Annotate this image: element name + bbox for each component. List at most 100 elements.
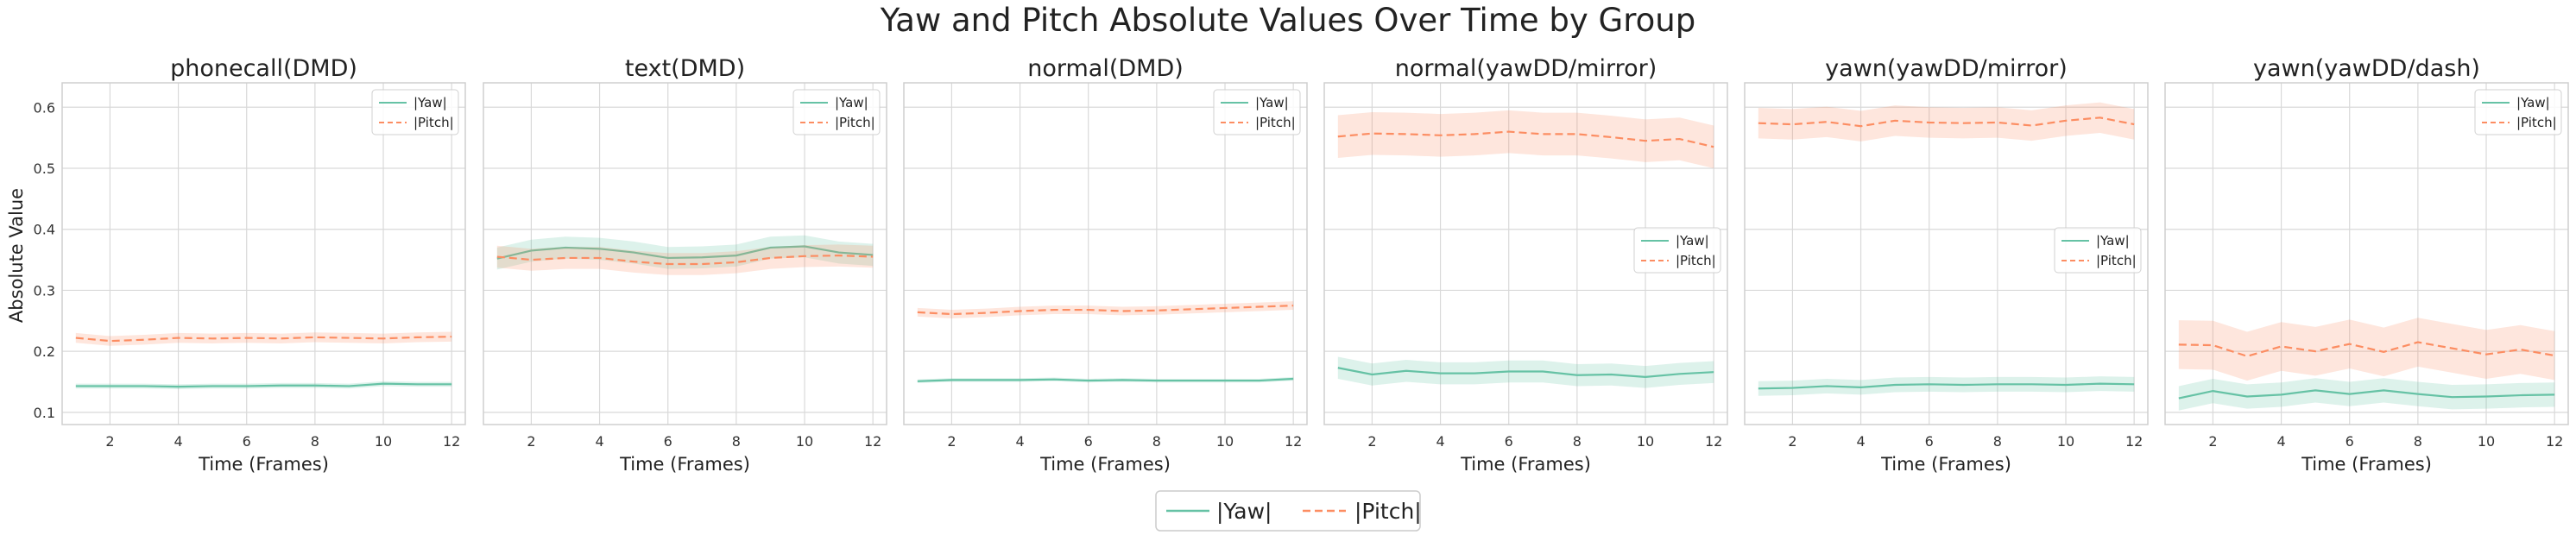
x-tick-label: 10	[796, 433, 813, 450]
panel-legend-frame	[2474, 89, 2562, 135]
panel-title: text(DMD)	[625, 55, 745, 82]
y-tick-label: 0.3	[34, 282, 55, 299]
panel-legend: |Yaw| |Pitch|	[2054, 227, 2142, 274]
series-line-pitch	[1758, 116, 2135, 128]
y-axis-label: Absolute Value	[6, 188, 27, 323]
x-tick-label: 4	[595, 433, 603, 450]
x-tick-label: 2	[1367, 433, 1376, 450]
panel-title: normal(DMD)	[1027, 55, 1184, 82]
x-tick-label: 8	[1573, 433, 1582, 450]
series-line-pitch	[75, 336, 452, 343]
x-tick-label: 2	[105, 433, 114, 450]
chart-title: Yaw and Pitch Absolute Values Over Time …	[880, 2, 1695, 39]
x-axis-label: Time (Frames)	[1880, 454, 2011, 475]
panel-legend-pitch-label: |Pitch|	[2516, 115, 2557, 130]
panel-legend: |Yaw| |Pitch|	[2474, 89, 2562, 135]
x-tick-label: 12	[2546, 433, 2563, 450]
panel-legend-pitch-label: |Pitch|	[835, 115, 875, 130]
x-tick-label: 4	[1856, 433, 1865, 450]
panel-legend-frame	[2054, 227, 2142, 274]
x-tick-label: 4	[174, 433, 182, 450]
confidence-band	[496, 244, 874, 275]
panel-legend-frame	[371, 89, 459, 135]
panel-6: yawn(yawDD/dash) 2 4 6 8 10 12 Time (Frames) |Ya…	[2164, 55, 2569, 475]
panel-legend-yaw-label: |Yaw|	[1255, 95, 1289, 110]
y-tick-label: 0.2	[34, 343, 55, 360]
x-tick-label: 2	[2208, 433, 2217, 450]
confidence-band	[1758, 376, 2135, 396]
panel-frame	[483, 82, 887, 425]
panel-legend: |Yaw| |Pitch|	[1633, 227, 1721, 274]
x-tick-label: 2	[527, 433, 535, 450]
x-tick-label: 10	[375, 433, 392, 450]
panel-title: yawn(yawDD/mirror)	[1825, 55, 2068, 82]
figure-legend-pitch-label: |Pitch|	[1354, 499, 1422, 524]
x-tick-label: 4	[2276, 433, 2285, 450]
panel-2: text(DMD) 2 4 6 8 10 12 Time (Frames) |Yaw| |Pitc…	[483, 55, 887, 475]
panel-3: normal(DMD) 2 4 6 8 10 12 Time (Frames) |Yaw| |Pi…	[903, 55, 1308, 475]
x-tick-label: 6	[243, 433, 251, 450]
x-tick-label: 4	[1436, 433, 1444, 450]
y-tick-label: 0.4	[34, 222, 55, 238]
panel-legend: |Yaw| |Pitch|	[1213, 89, 1301, 135]
series-line-yaw	[75, 382, 452, 388]
panel-legend-frame	[792, 89, 881, 135]
x-tick-label: 6	[2346, 433, 2354, 450]
panel-5: yawn(yawDD/mirror) 2 4 6 8 10 12 Time (Frames) |…	[1744, 55, 2149, 475]
series-line-yaw	[917, 377, 1294, 382]
panel-legend-frame	[1213, 89, 1301, 135]
series-line-pitch	[1337, 130, 1714, 148]
confidence-band	[2178, 318, 2555, 381]
x-tick-label: 8	[1152, 433, 1161, 450]
x-tick-label: 12	[2125, 433, 2143, 450]
panel-legend-yaw-label: |Yaw|	[2096, 233, 2130, 249]
series-line-yaw	[1337, 367, 1714, 378]
series-line-pitch	[2178, 341, 2555, 357]
panel-legend-pitch-label: |Pitch|	[414, 115, 454, 130]
panel-1: phonecall(DMD) 2 4 6 8 10 12 0.1 0.2 0.3 0.4 0.5 0.6…	[34, 55, 466, 475]
x-tick-label: 8	[1993, 433, 2002, 450]
x-axis-label: Time (Frames)	[2301, 454, 2432, 475]
panel-title: yawn(yawDD/dash)	[2253, 55, 2480, 82]
x-tick-label: 10	[2478, 433, 2495, 450]
x-tick-label: 12	[443, 433, 460, 450]
confidence-band	[2178, 378, 2555, 411]
panel-legend-frame	[1633, 227, 1721, 274]
panel-legend-yaw-label: |Yaw|	[835, 95, 868, 110]
x-tick-label: 8	[311, 433, 319, 450]
x-tick-label: 6	[1084, 433, 1093, 450]
confidence-band	[496, 235, 874, 270]
x-axis-label: Time (Frames)	[1039, 454, 1171, 475]
x-tick-label: 2	[1788, 433, 1796, 450]
panel-legend-pitch-label: |Pitch|	[1255, 115, 1296, 130]
x-tick-label: 6	[1505, 433, 1513, 450]
series-line-yaw	[1758, 382, 2135, 390]
x-tick-label: 4	[1015, 433, 1024, 450]
x-axis-label: Time (Frames)	[619, 454, 750, 475]
panel-legend: |Yaw| |Pitch|	[371, 89, 459, 135]
series-line-yaw	[2178, 389, 2555, 400]
panel-legend-yaw-label: |Yaw|	[1676, 233, 1709, 249]
panel-legend: |Yaw| |Pitch|	[792, 89, 881, 135]
panel-frame	[61, 82, 466, 425]
series-line-pitch	[496, 255, 874, 266]
x-tick-label: 2	[947, 433, 956, 450]
panel-legend-pitch-label: |Pitch|	[2096, 253, 2137, 268]
x-axis-label: Time (Frames)	[1460, 454, 1591, 475]
x-axis-label: Time (Frames)	[198, 454, 329, 475]
panel-frame	[1323, 82, 1728, 425]
figure-legend-frame	[1155, 490, 1421, 532]
panel-title: phonecall(DMD)	[170, 55, 357, 82]
x-tick-label: 6	[1925, 433, 1934, 450]
x-tick-label: 10	[2057, 433, 2074, 450]
panel-title: normal(yawDD/mirror)	[1395, 55, 1657, 82]
confidence-band	[1337, 110, 1714, 168]
figure-legend: |Yaw| |Pitch|	[1155, 490, 1422, 532]
panel-legend-yaw-label: |Yaw|	[414, 95, 447, 110]
y-tick-label: 0.6	[34, 99, 55, 116]
x-tick-label: 8	[732, 433, 741, 450]
figure-legend-yaw-label: |Yaw|	[1216, 499, 1272, 524]
panels: phonecall(DMD) 2 4 6 8 10 12 0.1 0.2 0.3 0.4 0.5 0.6…	[34, 55, 2569, 475]
y-tick-label: 0.1	[34, 405, 55, 421]
